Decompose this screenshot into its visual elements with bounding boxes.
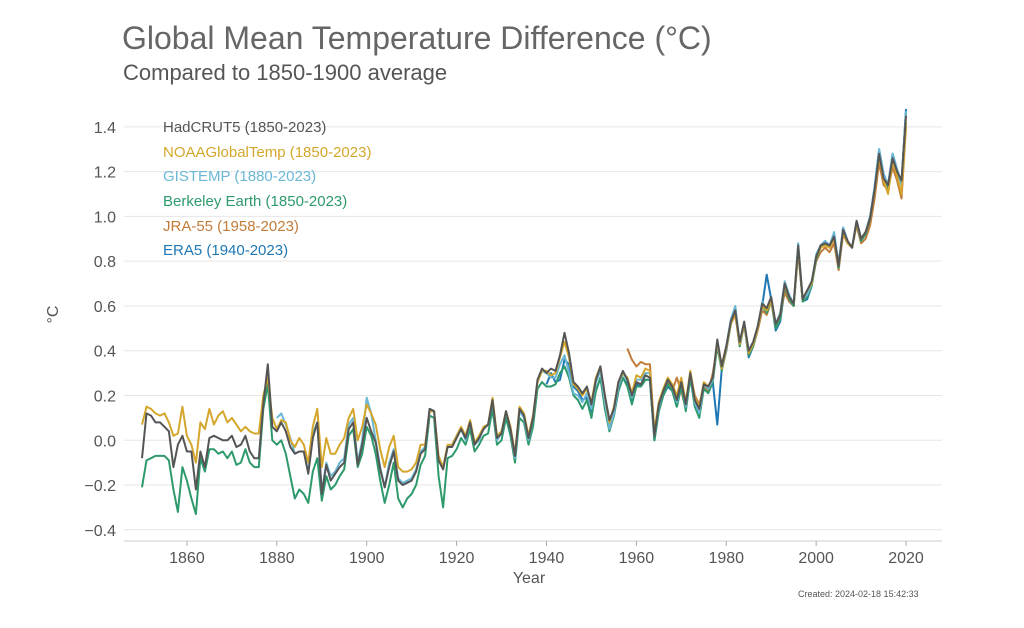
x-tick-label: 1940 (529, 550, 565, 567)
y-tick-label: 1.2 (94, 165, 116, 182)
chart-legend: HadCRUT5 (1850-2023) NOAAGlobalTemp (1850… (163, 116, 371, 264)
x-axis-label: Year (513, 570, 546, 587)
grid-lines (124, 126, 942, 531)
legend-entry: JRA-55 (1958-2023) (163, 217, 299, 235)
series-lines (141, 108, 907, 516)
x-tick-label: 1980 (708, 550, 744, 567)
y-tick-label: 0.6 (94, 299, 116, 316)
y-tick-label: 0.4 (94, 344, 116, 361)
y-tick-label: −0.4 (84, 523, 116, 540)
chart-subtitle: Compared to 1850-1900 average (123, 60, 448, 85)
legend-entry: ERA5 (1940-2023) (163, 242, 289, 260)
x-tick-label: 1960 (619, 550, 655, 567)
y-tick-label: 0.2 (94, 388, 116, 405)
y-tick-label: −0.2 (84, 478, 116, 495)
series-line-5 (545, 108, 907, 442)
legend-entry: NOAAGlobalTemp (1850-2023) (163, 143, 372, 161)
legend-entry: HadCRUT5 (1850-2023) (163, 119, 327, 136)
series-line-0 (141, 115, 907, 495)
y-tick-label: 1.4 (94, 120, 116, 137)
legend-entry: Berkeley Earth (1850-2023) (163, 193, 348, 211)
y-tick-label: 0.8 (94, 254, 116, 271)
x-tick-label: 1920 (439, 550, 475, 567)
axes: −0.4 −0.2 0.0 0.2 0.4 0.6 0.8 1.0 1.2 1.4 1860 1880… (84, 120, 942, 567)
y-tick-label: 0.0 (94, 433, 116, 450)
x-tick-label: 2020 (888, 550, 924, 567)
x-tick-label: 1860 (169, 550, 205, 567)
y-tick-label: 1.0 (94, 209, 116, 226)
created-timestamp: Created: 2024-02-18 15:42:33 (798, 589, 919, 599)
x-tick-label: 2000 (798, 550, 834, 567)
x-tick-label: 1880 (259, 550, 295, 567)
x-tick-label: 1900 (349, 550, 385, 567)
y-axis-label: °C (45, 306, 62, 324)
chart-title: Global Mean Temperature Difference (°C) (122, 20, 712, 56)
legend-entry: GISTEMP (1880-2023) (163, 168, 317, 186)
